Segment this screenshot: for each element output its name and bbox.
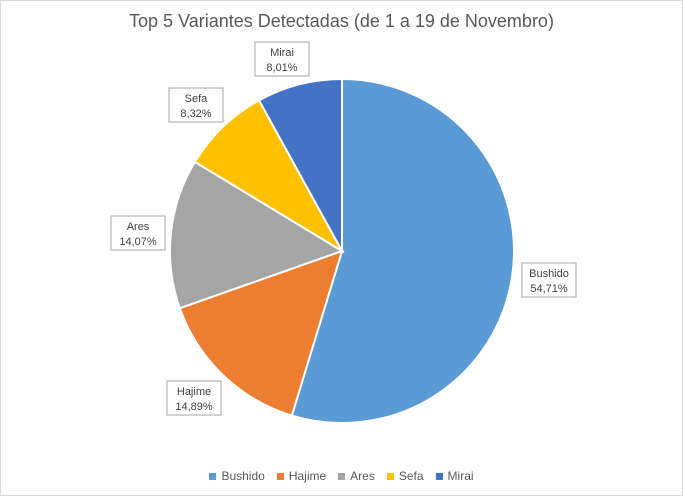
data-label-box (254, 41, 310, 77)
data-label-category: Mirai (270, 47, 294, 59)
data-label-value: 14,07% (119, 236, 157, 248)
data-label-category: Ares (127, 221, 150, 233)
legend-item-mirai: Mirai (435, 469, 474, 483)
data-label-box (166, 380, 222, 416)
data-label-mirai: Mirai 8,01% (254, 41, 310, 77)
legend: Bushido Hajime Ares Sefa Mirai (1, 469, 682, 483)
data-labels: Bushido 54,71% Hajime 14,89% Ares 14,07% Sefa 8… (110, 41, 577, 416)
data-label-bushido: Bushido 54,71% (521, 262, 577, 298)
legend-swatch (276, 472, 284, 480)
data-label-category: Hajime (177, 386, 211, 398)
pie-slice-ares (169, 160, 345, 310)
legend-swatch (435, 472, 443, 480)
data-label-value: 8,32% (180, 108, 211, 120)
legend-label: Sefa (398, 469, 424, 483)
legend-label: Mirai (447, 469, 474, 483)
data-label-box (521, 262, 577, 298)
legend-item-ares: Ares (338, 469, 375, 483)
legend-swatch (209, 472, 217, 480)
legend-swatch (338, 472, 346, 480)
legend-item-bushido: Bushido (209, 469, 265, 483)
pie-slices (169, 77, 515, 424)
data-label-hajime: Hajime 14,89% (166, 380, 222, 416)
pie-slice-mirai (257, 77, 343, 252)
legend-item-sefa: Sefa (386, 469, 424, 483)
legend-label: Hajime (288, 469, 327, 483)
legend-item-hajime: Hajime (276, 469, 327, 483)
data-label-box (168, 87, 224, 123)
pie-slice-bushido (290, 77, 515, 424)
data-label-box (110, 215, 166, 251)
data-label-sefa: Sefa 8,32% (168, 87, 224, 123)
legend-label: Ares (350, 469, 375, 483)
chart-title: Top 5 Variantes Detectadas (de 1 a 19 de… (129, 11, 554, 31)
legend-swatch (386, 472, 394, 480)
data-label-category: Bushido (529, 268, 569, 280)
pie-slice-sefa (193, 98, 345, 254)
data-label-value: 54,71% (530, 283, 568, 295)
data-label-category: Sefa (185, 93, 209, 105)
data-label-ares: Ares 14,07% (110, 215, 166, 251)
data-label-value: 14,89% (175, 401, 213, 413)
pie-slice-hajime (178, 249, 344, 417)
legend-label: Bushido (221, 469, 265, 483)
data-label-value: 8,01% (266, 62, 297, 74)
